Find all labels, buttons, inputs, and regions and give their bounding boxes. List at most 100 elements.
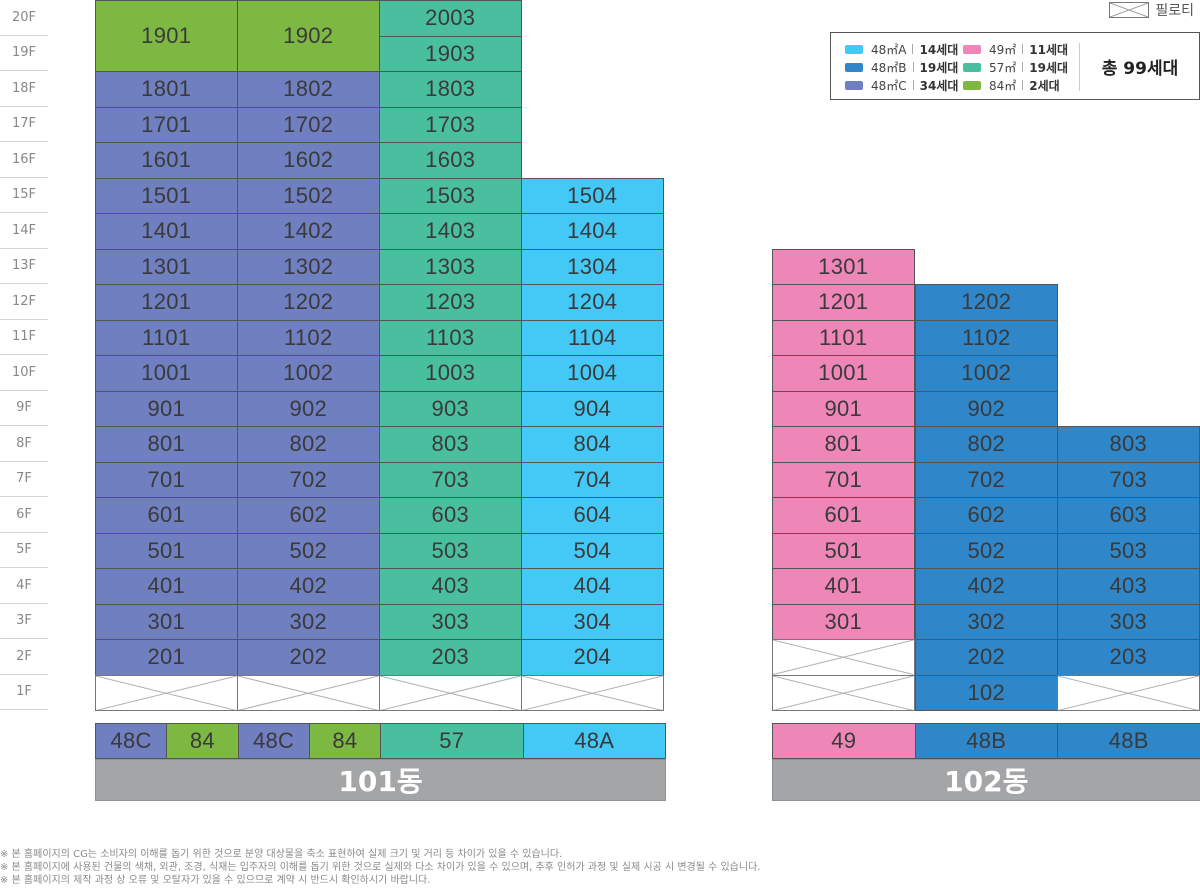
unit-cell: 1701 bbox=[95, 106, 238, 143]
unit-cell: 302 bbox=[237, 603, 380, 640]
unit-cell: 1702 bbox=[237, 106, 380, 143]
unit-cell: 602 bbox=[237, 497, 380, 534]
unit-cell: 803 bbox=[379, 426, 522, 463]
unit-cell: 503 bbox=[1057, 532, 1200, 569]
floor-label: 14F bbox=[0, 213, 48, 249]
unit-cell: 1403 bbox=[379, 213, 522, 250]
floor-label: 18F bbox=[0, 71, 48, 107]
unit-cell: 1202 bbox=[237, 284, 380, 321]
unit-cell: 902 bbox=[915, 390, 1058, 427]
unit-cell: 402 bbox=[237, 568, 380, 605]
unit-cell: 601 bbox=[95, 497, 238, 534]
unit-cell: 1001 bbox=[95, 355, 238, 392]
legend-separator bbox=[1022, 44, 1024, 54]
legend-separator bbox=[912, 62, 914, 72]
unit-cell: 502 bbox=[237, 532, 380, 569]
unit-cell: 201 bbox=[95, 639, 238, 676]
unit-cell: 1502 bbox=[237, 177, 380, 214]
unit-cell: 703 bbox=[379, 461, 522, 498]
type-strip-cell: 48B bbox=[1057, 723, 1200, 759]
unit-cell: 1002 bbox=[237, 355, 380, 392]
unit-cell: 1102 bbox=[237, 319, 380, 356]
unit-cell: 604 bbox=[521, 497, 664, 534]
unit-cell: 1004 bbox=[521, 355, 664, 392]
legend-swatch bbox=[963, 44, 981, 54]
unit-cell: 1104 bbox=[521, 319, 664, 356]
legend-swatch bbox=[963, 80, 981, 90]
unit-cell: 1802 bbox=[237, 71, 380, 108]
legend-count: 14세대 bbox=[919, 42, 959, 57]
unit-cell: 804 bbox=[521, 426, 664, 463]
legend-separator bbox=[1022, 80, 1024, 90]
piloti-swatch-icon bbox=[1109, 2, 1150, 18]
unit-cell: 204 bbox=[521, 639, 664, 676]
unit-cell: 602 bbox=[915, 497, 1058, 534]
legend-area: 84㎡ bbox=[989, 78, 1017, 93]
piloti-cell bbox=[95, 674, 238, 711]
legend-divider bbox=[1079, 43, 1080, 91]
unit-cell: 301 bbox=[95, 603, 238, 640]
floor-label: 11F bbox=[0, 320, 48, 355]
unit-cell: 1202 bbox=[915, 284, 1058, 321]
type-strip-cell: 49 bbox=[772, 723, 916, 759]
unit-cell: 102 bbox=[915, 674, 1058, 711]
legend-swatch bbox=[845, 80, 863, 90]
legend-separator bbox=[1022, 62, 1024, 72]
unit-cell: 903 bbox=[379, 390, 522, 427]
legend-item: 57㎡ 19세대 bbox=[963, 58, 1068, 76]
floor-label: 15F bbox=[0, 178, 48, 213]
unit-cell: 1504 bbox=[521, 177, 664, 214]
legend-item: 48㎡A 14세대 bbox=[845, 40, 958, 58]
floor-label: 9F bbox=[0, 391, 48, 426]
building-name: 102동 bbox=[772, 759, 1200, 801]
unit-cell: 1501 bbox=[95, 177, 238, 214]
floor-label: 20F bbox=[0, 0, 48, 36]
unit-cell: 2003 bbox=[379, 0, 522, 37]
unit-cell: 1603 bbox=[379, 142, 522, 179]
legend-area: 49㎡ bbox=[989, 42, 1017, 57]
unit-cell: 801 bbox=[95, 426, 238, 463]
unit-cell: 502 bbox=[915, 532, 1058, 569]
unit-cell: 704 bbox=[521, 461, 664, 498]
unit-cell: 1703 bbox=[379, 106, 522, 143]
unit-cell: 1402 bbox=[237, 213, 380, 250]
legend-count: 19세대 bbox=[919, 60, 959, 75]
unit-cell: 801 bbox=[772, 426, 915, 463]
unit-cell: 403 bbox=[379, 568, 522, 605]
type-strip-cell: 84 bbox=[308, 723, 381, 759]
legend-count: 19세대 bbox=[1029, 60, 1069, 75]
unit-cell: 301 bbox=[772, 603, 915, 640]
legend-area: 57㎡ bbox=[989, 60, 1017, 75]
note-line: ※ 본 홈페이지의 제작 과정 상 오류 및 오탈자가 있을 수 있으므로 계약… bbox=[0, 875, 431, 886]
floor-label: 7F bbox=[0, 462, 48, 497]
unit-cell: 304 bbox=[521, 603, 664, 640]
unit-cell: 404 bbox=[521, 568, 664, 605]
unit-cell: 1204 bbox=[521, 284, 664, 321]
piloti-cell bbox=[379, 674, 522, 711]
unit-cell: 1201 bbox=[772, 284, 915, 321]
unit-cell: 1401 bbox=[95, 213, 238, 250]
legend-item: 49㎡ 11세대 bbox=[963, 40, 1068, 58]
unit-cell: 203 bbox=[379, 639, 522, 676]
unit-cell: 303 bbox=[379, 603, 522, 640]
floor-label: 8F bbox=[0, 426, 48, 462]
unit-cell: 601 bbox=[772, 497, 915, 534]
unit-cell: 1803 bbox=[379, 71, 522, 108]
unit-cell: 1903 bbox=[379, 35, 522, 72]
unit-cell: 401 bbox=[95, 568, 238, 605]
floor-label: 5F bbox=[0, 533, 48, 568]
type-strip-cell: 48C bbox=[237, 723, 310, 759]
unit-cell: 603 bbox=[1057, 497, 1200, 534]
floor-label: 17F bbox=[0, 107, 48, 142]
unit-cell: 901 bbox=[95, 390, 238, 427]
unit-cell: 802 bbox=[915, 426, 1058, 463]
piloti-legend-label: 필로티 bbox=[1155, 3, 1194, 19]
unit-cell: 501 bbox=[95, 532, 238, 569]
unit-cell: 803 bbox=[1057, 426, 1200, 463]
floor-label: 4F bbox=[0, 568, 48, 604]
unit-cell: 1302 bbox=[237, 248, 380, 285]
unit-cell: 902 bbox=[237, 390, 380, 427]
legend-separator bbox=[912, 44, 914, 54]
unit-cell: 401 bbox=[772, 568, 915, 605]
unit-cell: 1003 bbox=[379, 355, 522, 392]
